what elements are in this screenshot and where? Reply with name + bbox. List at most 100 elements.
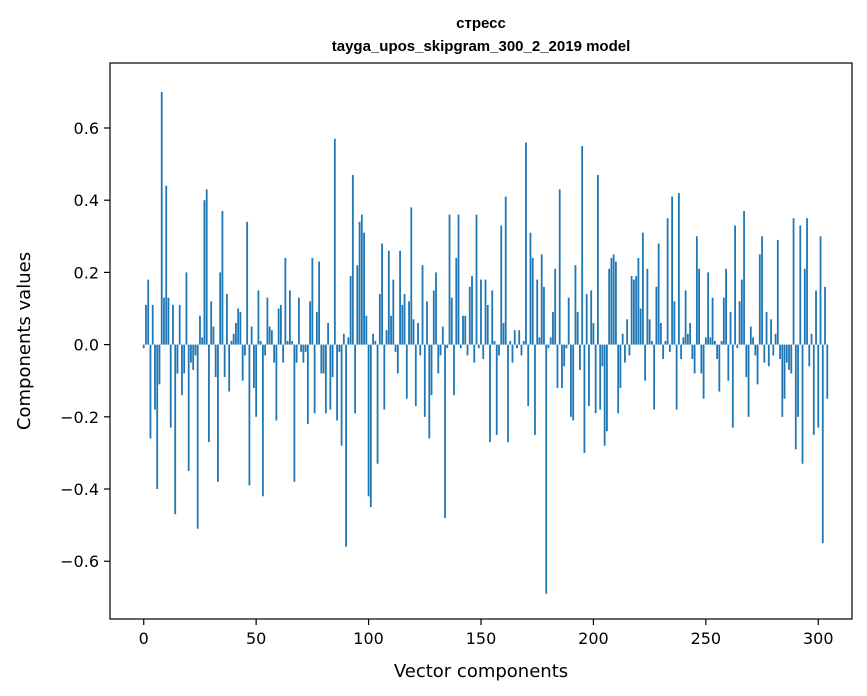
bar-102: [372, 333, 374, 345]
bar-162: [507, 344, 509, 443]
bar-68: [295, 344, 298, 363]
bar-133: [441, 326, 444, 345]
bar-200: [592, 322, 595, 345]
bar-228: [655, 286, 658, 345]
bar-285: [783, 344, 786, 399]
bar-161: [504, 196, 507, 345]
bar-180: [547, 344, 550, 349]
bar-27: [203, 200, 206, 345]
bar-151: [482, 344, 485, 360]
bar-268: [745, 344, 748, 378]
bar-40: [232, 333, 235, 345]
bar-265: [738, 301, 741, 345]
bar-213: [621, 333, 624, 345]
bar-263: [734, 225, 736, 345]
bar-198: [588, 344, 590, 406]
bar-214: [624, 344, 626, 363]
bar-164: [511, 344, 514, 363]
bar-19: [185, 272, 188, 345]
bar-84: [331, 344, 334, 378]
bar-260: [727, 344, 730, 381]
y-tick-label: −0.2: [60, 408, 99, 427]
bar-111: [392, 279, 395, 345]
bar-175: [536, 279, 539, 345]
bar-149: [477, 344, 480, 349]
bar-10: [165, 185, 168, 345]
bar-178: [543, 286, 545, 345]
plot-frame: [109, 62, 853, 620]
bar-250: [704, 337, 707, 345]
bar-11: [167, 297, 170, 345]
y-tick-label: −0.6: [60, 552, 99, 571]
y-tick-label: 0.0: [74, 336, 99, 355]
bar-262: [731, 344, 734, 428]
bar-57: [270, 330, 273, 345]
bar-220: [637, 257, 640, 345]
bar-50: [255, 344, 258, 417]
bar-5: [154, 344, 156, 410]
bar-146: [471, 276, 473, 345]
bar-278: [767, 344, 770, 367]
bar-53: [262, 344, 264, 497]
y-tick-label: 0.4: [74, 191, 99, 210]
bar-117: [405, 344, 408, 399]
x-tick-label: 100: [353, 629, 384, 648]
bar-303: [824, 286, 826, 345]
bar-78: [318, 261, 321, 345]
bar-138: [453, 344, 455, 396]
bar-8: [160, 91, 163, 345]
bar-192: [574, 265, 577, 345]
bar-86: [336, 344, 338, 421]
bar-259: [725, 268, 727, 345]
bar-251: [707, 272, 709, 345]
bar-79: [320, 344, 323, 374]
bar-298: [812, 344, 815, 435]
bar-221: [639, 308, 642, 345]
bar-110: [390, 315, 392, 345]
bar-215: [626, 319, 629, 345]
bar-37: [226, 294, 228, 345]
bar-247: [698, 268, 700, 345]
bar-54: [264, 344, 267, 356]
bar-275: [761, 236, 763, 345]
bar-291: [797, 344, 799, 417]
bar-28: [205, 189, 208, 345]
bar-216: [628, 344, 631, 356]
bar-225: [648, 319, 651, 345]
bar-106: [381, 243, 383, 345]
bar-48: [250, 326, 253, 345]
bar-283: [779, 344, 781, 360]
bar-230: [659, 322, 662, 345]
bar-38: [228, 344, 231, 392]
bar-75: [311, 257, 314, 345]
bar-242: [686, 333, 689, 345]
bar-156: [493, 341, 496, 345]
bar-52: [259, 341, 262, 345]
bar-201: [594, 344, 597, 414]
bar-264: [736, 344, 739, 349]
bar-236: [673, 301, 676, 345]
bar-139: [455, 257, 458, 345]
bar-253: [711, 297, 714, 345]
bar-123: [419, 344, 422, 356]
bar-279: [770, 319, 772, 345]
bar-226: [650, 341, 653, 345]
bar-154: [489, 344, 491, 443]
bar-194: [579, 344, 581, 370]
bar-160: [502, 322, 505, 345]
bar-20: [187, 344, 190, 471]
bar-155: [491, 290, 494, 345]
bar-22: [192, 344, 195, 370]
bar-88: [340, 344, 343, 446]
bar-252: [709, 337, 712, 345]
bar-12: [169, 344, 172, 428]
bar-239: [680, 344, 683, 360]
bar-207: [608, 268, 611, 345]
bar-182: [552, 312, 554, 345]
bar-49: [253, 344, 255, 388]
bar-16: [178, 304, 181, 345]
bar-131: [437, 344, 440, 374]
bar-158: [498, 344, 500, 356]
bar-43: [239, 312, 242, 345]
bar-267: [743, 211, 745, 345]
